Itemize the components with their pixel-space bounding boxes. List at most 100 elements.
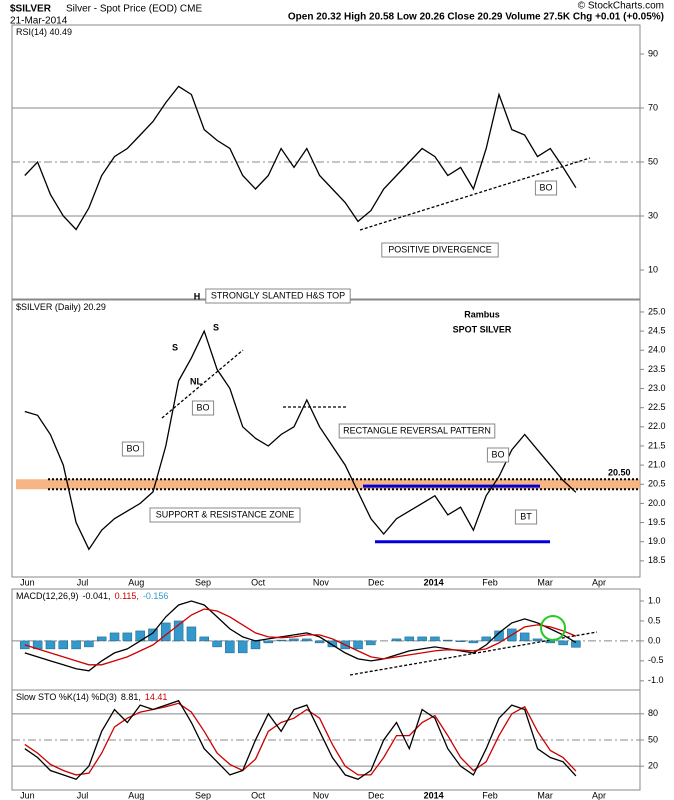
histogram-bar bbox=[430, 636, 440, 642]
x-tick-label: Jun bbox=[20, 577, 35, 587]
annotation: RECTANGLE REVERSAL PATTERN bbox=[343, 425, 491, 435]
y-tick-label: 21.5 bbox=[648, 440, 666, 450]
annotation: BO bbox=[196, 402, 209, 412]
x-tick-label: Dec bbox=[368, 577, 385, 587]
y-tick-label: 70 bbox=[648, 102, 658, 112]
legend-item: RSI(14) 40.49 bbox=[16, 27, 72, 37]
credit: © StockCharts.com bbox=[578, 1, 664, 12]
annotation: BO bbox=[491, 449, 504, 459]
histogram-bar bbox=[532, 638, 543, 642]
y-tick-label: 22.5 bbox=[648, 402, 666, 412]
histogram-bar bbox=[558, 640, 568, 646]
legend-item: 14.41 bbox=[145, 692, 168, 702]
histogram-bar bbox=[96, 636, 107, 642]
x-tick-label: Sep bbox=[195, 790, 211, 800]
annotation: SUPPORT & RESISTANCE ZONE bbox=[156, 509, 295, 519]
x-tick-label: 2014 bbox=[424, 577, 444, 587]
annotation: BT bbox=[520, 511, 532, 521]
y-tick-label: 19.5 bbox=[648, 517, 666, 527]
y-tick-label: 24.0 bbox=[648, 345, 666, 355]
legend: Slow STO %K(14) %D(3) 8.81, 14.41 bbox=[16, 692, 167, 702]
y-tick-label: 80 bbox=[648, 708, 658, 718]
legend-item: -0.156 bbox=[143, 591, 169, 601]
x-tick-label: Aug bbox=[128, 790, 144, 800]
series-line bbox=[24, 600, 577, 672]
y-tick-label: 20.0 bbox=[648, 498, 666, 508]
histogram-bar bbox=[225, 640, 235, 654]
annotation: BO bbox=[126, 443, 139, 453]
legend: RSI(14) 40.49 bbox=[16, 27, 72, 37]
x-tick-label: Oct bbox=[251, 577, 266, 587]
legend-item: 0.115, bbox=[115, 591, 139, 601]
series-line bbox=[24, 85, 577, 231]
y-tick-label: 10 bbox=[648, 264, 658, 274]
annotation-box bbox=[534, 180, 558, 196]
histogram-bar bbox=[417, 636, 427, 642]
y-tick-label: 19.0 bbox=[648, 536, 666, 546]
annotation-box bbox=[205, 288, 351, 304]
histogram-bar bbox=[314, 640, 325, 644]
histogram-bar bbox=[263, 640, 274, 644]
legend-item: $SILVER (Daily) 20.29 bbox=[16, 302, 106, 312]
histogram-bar bbox=[519, 632, 530, 642]
series-line bbox=[24, 699, 577, 781]
y-tick-label: 50 bbox=[648, 734, 658, 744]
histogram-bar bbox=[84, 640, 94, 648]
histogram-bar bbox=[545, 640, 556, 644]
annotation: SPOT SILVER bbox=[453, 324, 512, 334]
histogram-bar bbox=[199, 636, 209, 642]
histogram-bar bbox=[443, 639, 453, 642]
annotation: STRONGLY SLANTED H&S TOP bbox=[211, 290, 345, 300]
y-tick-label: 24.5 bbox=[648, 325, 666, 335]
histogram-bar bbox=[186, 626, 197, 642]
y-tick-label: 20.5 bbox=[648, 479, 666, 489]
y-tick-label: -0.5 bbox=[648, 655, 664, 665]
histogram-bar bbox=[173, 620, 184, 642]
annotation-box bbox=[149, 507, 301, 523]
series-line bbox=[24, 329, 577, 551]
y-tick-label: 20 bbox=[648, 761, 658, 771]
quote: Open 20.32 High 20.58 Low 20.26 Close 20… bbox=[288, 12, 664, 23]
annotation: NL bbox=[190, 376, 202, 386]
histogram-bar bbox=[250, 640, 261, 650]
histogram-bar bbox=[366, 640, 376, 646]
y-tick-label: 30 bbox=[648, 210, 658, 220]
trend-line bbox=[161, 349, 244, 419]
y-tick-label: 22.0 bbox=[648, 421, 666, 431]
histogram-bar bbox=[109, 632, 120, 642]
x-tick-label: Mar bbox=[537, 790, 553, 800]
legend: $SILVER (Daily) 20.29 bbox=[16, 302, 106, 312]
annotation: H bbox=[194, 291, 201, 301]
histogram-bar bbox=[481, 636, 491, 642]
x-tick-label: Dec bbox=[368, 790, 385, 800]
highlight-circle bbox=[540, 615, 566, 641]
annotation-box bbox=[121, 441, 145, 457]
histogram-bar bbox=[276, 639, 286, 642]
y-tick-label: 1.0 bbox=[648, 595, 661, 605]
y-tick-label: 23.5 bbox=[648, 364, 666, 374]
panel-frame bbox=[11, 299, 641, 578]
annotation-box bbox=[514, 509, 538, 525]
x-tick-label: Jul bbox=[77, 577, 89, 587]
annotation-box bbox=[381, 242, 499, 258]
x-tick-label: Feb bbox=[482, 577, 498, 587]
histogram-bar bbox=[148, 628, 158, 642]
histogram-bar bbox=[391, 638, 402, 642]
support-zone bbox=[16, 479, 640, 490]
histogram-bar bbox=[404, 636, 415, 642]
x-tick-label: Oct bbox=[251, 790, 266, 800]
x-tick-label: Mar bbox=[537, 577, 553, 587]
y-tick-label: 25.0 bbox=[648, 306, 666, 316]
annotation: S bbox=[172, 342, 178, 352]
histogram-bar bbox=[122, 632, 133, 642]
x-tick-label: Apr bbox=[592, 790, 606, 800]
histogram-bar bbox=[455, 640, 466, 642]
histogram-bar bbox=[58, 640, 69, 650]
instrument-name: Silver - Spot Price (EOD) CME bbox=[66, 4, 202, 15]
histogram-bar bbox=[468, 640, 479, 644]
legend-item: -0.041, bbox=[83, 591, 111, 601]
series-line bbox=[24, 608, 577, 666]
legend-item: Slow STO %K(14) %D(3) bbox=[16, 692, 117, 702]
annotation-box bbox=[338, 423, 496, 439]
